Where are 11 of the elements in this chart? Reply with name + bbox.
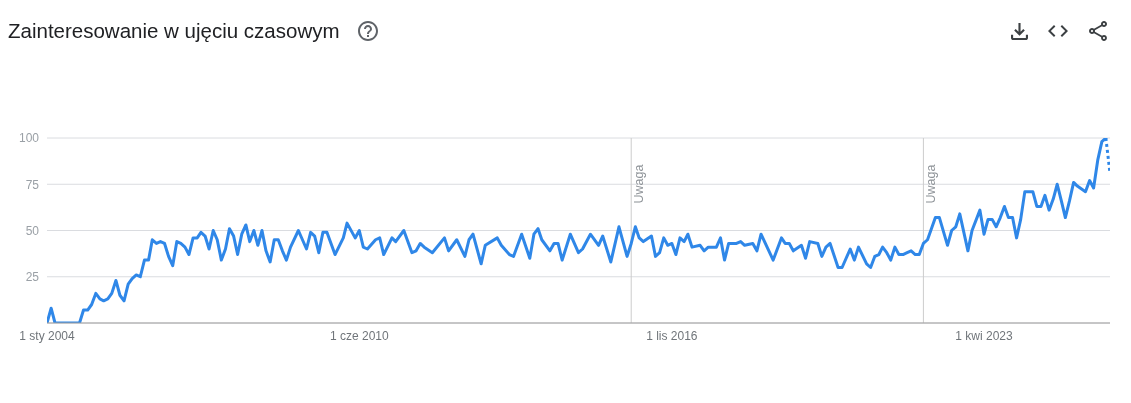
- y-tick-label: 75: [25, 177, 40, 192]
- x-tick-label: 1 sty 2004: [19, 328, 76, 343]
- x-tick-label: 1 cze 2010: [329, 328, 389, 343]
- chart-title: Zainteresowanie w ujęciu czasowym: [8, 19, 340, 43]
- ref-line-label: Uwaga: [924, 164, 939, 204]
- x-tick-label: 1 lis 2016: [646, 328, 698, 343]
- y-tick-label: 50: [25, 223, 40, 238]
- x-tick-label: 1 kwi 2023: [955, 328, 1014, 343]
- y-tick-label: 25: [25, 270, 40, 285]
- ref-line-label: Uwaga: [632, 164, 647, 204]
- y-tick-label: 100: [18, 131, 40, 146]
